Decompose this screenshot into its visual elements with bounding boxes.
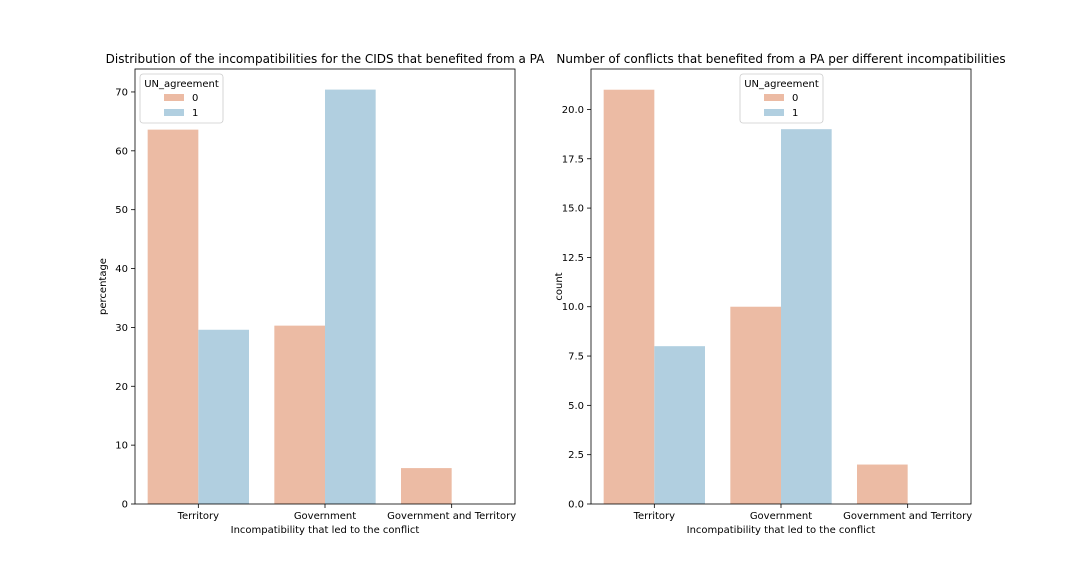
bar-government-series-1 [781, 129, 832, 504]
bars [603, 89, 908, 504]
bar-government-series-0 [730, 306, 781, 504]
legend-label: 1 [792, 108, 798, 119]
y-tick-label: 20 [115, 382, 128, 393]
y-tick-label: 0 [122, 500, 128, 511]
bar-territory-series-0 [603, 89, 655, 504]
y-tick-label: 0.0 [568, 500, 584, 511]
bar-territory-series-0 [147, 129, 199, 505]
y-tick-label: 40 [115, 264, 128, 275]
bar-government-and-territory-series-0 [857, 464, 908, 504]
x-tick-label: Territory [633, 511, 676, 522]
y-tick-label: 15.0 [562, 204, 584, 215]
y-tick-label: 2.5 [568, 450, 584, 461]
x-tick-label: Government and Territory [843, 511, 972, 522]
legend-label: 0 [192, 93, 198, 104]
x-tick-label: Territory [177, 511, 220, 522]
bar-government-and-territory-series-0 [401, 468, 452, 504]
bars [147, 89, 452, 505]
x-tick-label: Government [750, 511, 812, 522]
legend: UN_agreement 0 1 [139, 73, 224, 124]
x-tick-label: Government [294, 511, 356, 522]
legend-swatch-series-0 [164, 94, 184, 101]
legend-swatch-series-0 [764, 94, 784, 101]
y-tick-label: 70 [115, 87, 128, 98]
y-tick-label: 20.0 [562, 105, 584, 116]
legend-swatch-series-1 [764, 109, 784, 116]
y-tick-label: 12.5 [562, 253, 584, 264]
y-axis-label: percentage [98, 258, 109, 315]
x-axis-label: Incompatibility that led to the conflict [687, 525, 876, 536]
y-tick-label: 30 [115, 323, 128, 334]
y-tick-label: 17.5 [562, 154, 584, 165]
chart-right: 0.0 2.5 5.0 7.5 10.0 12.5 15.0 17.5 20.0 Territor… [554, 52, 1006, 536]
y-tick-label: 50 [115, 205, 128, 216]
bar-government-series-1 [325, 89, 376, 504]
legend-swatch-series-1 [164, 109, 184, 116]
y-tick-label: 60 [115, 146, 128, 157]
legend-title: UN_agreement [744, 79, 819, 90]
legend-label: 1 [192, 108, 198, 119]
chart-title: Distribution of the incompatibilities fo… [106, 52, 545, 66]
legend-label: 0 [792, 93, 798, 104]
y-tick-label: 10.0 [562, 302, 584, 313]
chart-title: Number of conflicts that benefited from … [556, 52, 1005, 66]
legend-title: UN_agreement [144, 79, 219, 90]
y-axis-label: count [554, 272, 565, 300]
bar-territory-series-1 [198, 329, 249, 504]
legend: UN_agreement 0 1 [739, 73, 824, 124]
bar-territory-series-1 [654, 346, 705, 504]
y-tick-label: 7.5 [568, 352, 584, 363]
bar-government-series-0 [274, 325, 325, 504]
x-axis-label: Incompatibility that led to the conflict [231, 525, 420, 536]
y-tick-label: 10 [115, 441, 128, 452]
x-tick-label: Government and Territory [387, 511, 516, 522]
y-tick-label: 5.0 [568, 401, 584, 412]
